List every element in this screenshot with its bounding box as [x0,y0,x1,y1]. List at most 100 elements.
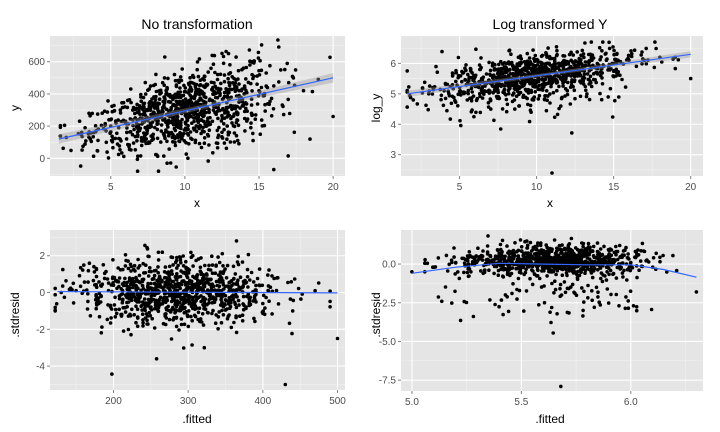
data-point [207,298,211,302]
data-point [543,94,547,98]
data-point [139,143,144,148]
data-point [187,98,192,103]
data-point [104,129,108,133]
data-point [582,289,586,294]
data-point [492,118,496,123]
data-point [238,314,242,319]
data-point [542,97,547,101]
data-point [604,278,609,282]
data-point [166,76,170,81]
data-point [146,304,151,308]
data-point [202,136,207,140]
data-point [506,309,511,314]
data-point [99,123,104,128]
data-point [507,68,512,72]
data-point [164,312,168,316]
data-point [563,290,568,295]
data-point [146,88,150,92]
data-point [506,74,511,78]
data-point [155,106,160,111]
data-point [177,328,181,332]
data-point [211,308,215,313]
data-point [261,309,266,313]
data-point [263,102,267,107]
data-point [54,302,59,306]
data-point [600,257,605,262]
data-point [517,263,521,268]
data-point [458,318,463,323]
data-point [497,304,501,309]
data-point [236,111,240,115]
data-point [257,88,261,93]
data-point [147,140,151,144]
data-point [618,59,623,64]
data-point [469,270,473,274]
data-point [207,282,212,286]
data-point [559,96,564,101]
data-point [210,296,214,301]
data-point [533,256,537,261]
data-point [117,144,122,148]
data-point [130,132,135,137]
data-point [203,74,207,79]
data-point [186,267,190,271]
data-point [439,93,444,98]
data-point [277,45,281,49]
data-point [171,305,175,310]
data-point [191,264,195,268]
data-point [534,72,539,76]
data-point [173,274,178,279]
data-point [561,84,565,88]
data-point [200,77,205,81]
data-point [535,274,539,278]
data-point [570,131,574,135]
data-point [227,97,232,101]
data-point [586,241,591,246]
data-point [238,287,242,292]
data-point [183,97,188,101]
data-point [217,89,222,94]
data-point [255,102,260,106]
data-point [555,88,559,93]
data-point [160,301,165,306]
data-point [522,309,526,313]
data-point [293,68,298,72]
data-point [560,273,565,278]
data-point [580,286,584,290]
data-point [589,260,594,264]
data-point [199,320,204,324]
y-tick-label: 3 [390,150,396,161]
data-point [495,248,500,252]
data-point [246,80,251,85]
data-point [500,238,505,243]
data-point [456,92,461,97]
data-point [219,303,223,307]
data-point [186,156,190,160]
data-point [216,327,220,331]
data-point [542,284,546,288]
data-point [592,255,596,259]
data-point [577,273,582,278]
data-point [281,112,286,117]
data-point [177,139,182,144]
data-point [260,124,265,128]
data-point [538,60,543,65]
data-point [194,87,198,91]
data-point [140,107,144,111]
data-point [544,89,549,93]
data-point [125,295,129,300]
data-point [134,288,139,293]
data-point [259,118,264,122]
data-point [521,265,526,270]
data-point [559,384,563,389]
data-point [589,84,594,89]
data-point [136,257,140,262]
data-point [246,285,250,289]
data-point [688,76,693,81]
data-point [450,71,455,75]
data-point [526,87,531,92]
data-point [554,77,558,82]
data-point [537,253,541,257]
data-point [474,254,479,258]
data-point [590,275,595,280]
